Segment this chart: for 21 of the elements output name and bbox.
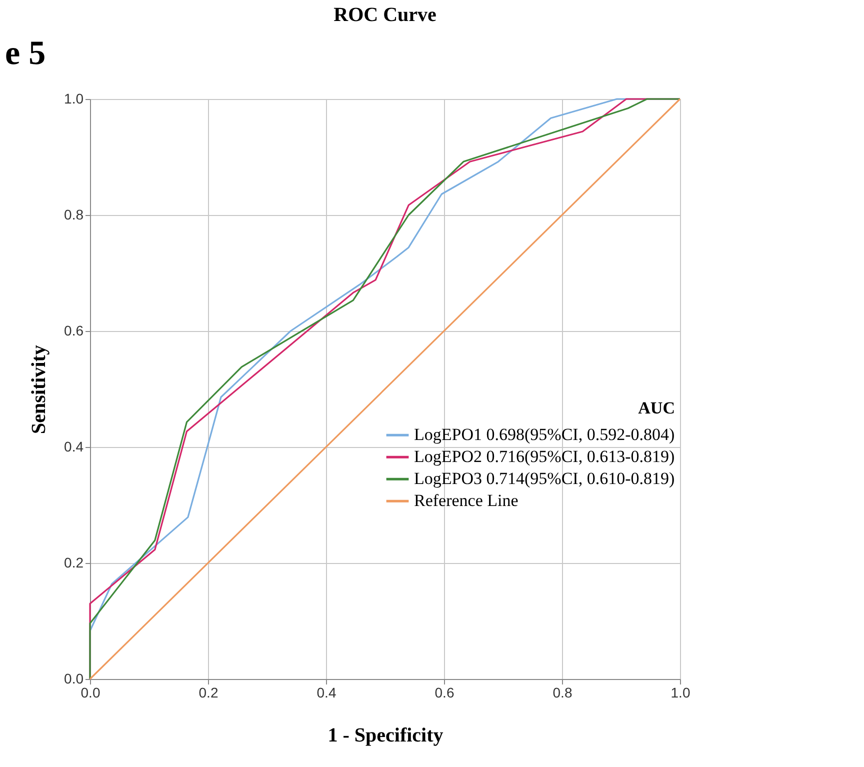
x-tick-label: 0.0 xyxy=(80,684,100,700)
x-tick-label: 0.8 xyxy=(552,684,572,700)
x-tick-label: 0.4 xyxy=(316,684,336,700)
legend-label: Reference Line xyxy=(414,491,518,510)
x-axis-title: 1 - Specificity xyxy=(328,724,444,746)
text: e 5 xyxy=(5,35,46,72)
x-tick-label: 0.2 xyxy=(198,684,218,700)
legend-label: LogEPO3 0.714(95%CI, 0.610-0.819) xyxy=(414,469,675,488)
chart-title: ROC Curve xyxy=(334,4,437,26)
y-tick-label: 0.0 xyxy=(64,670,84,686)
y-tick-label: 0.8 xyxy=(64,206,84,222)
y-tick-label: 0.6 xyxy=(64,322,84,338)
x-tick-label: 1.0 xyxy=(670,684,690,700)
y-axis-title: Sensitivity xyxy=(28,345,50,434)
y-tick-label: 1.0 xyxy=(64,90,84,106)
y-tick-label: 0.4 xyxy=(64,438,84,454)
y-tick-label: 0.2 xyxy=(64,554,84,570)
legend-label: LogEPO2 0.716(95%CI, 0.613-0.819) xyxy=(414,447,675,466)
x-tick-label: 0.6 xyxy=(434,684,454,700)
legend-label: LogEPO1 0.698(95%CI, 0.592-0.804) xyxy=(414,425,675,444)
legend-title: AUC xyxy=(638,398,675,418)
